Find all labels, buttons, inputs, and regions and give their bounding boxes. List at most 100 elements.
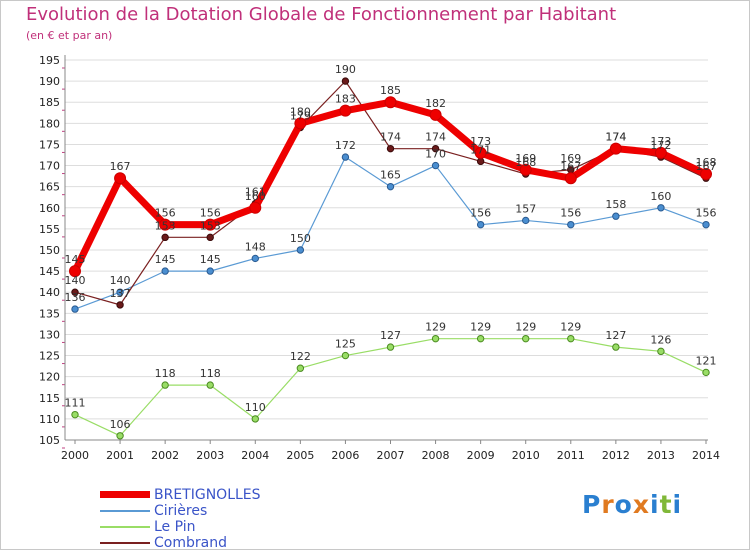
legend-swatch (100, 510, 150, 512)
data-label: 174 (425, 131, 446, 144)
data-point (296, 364, 305, 372)
data-point (161, 267, 169, 275)
y-tick-label: 120 (39, 371, 60, 384)
x-tick-label: 2011 (557, 449, 585, 462)
data-label: 129 (560, 321, 581, 334)
logo-letter: P (582, 490, 602, 519)
y-tick-label: 125 (39, 350, 60, 363)
data-label: 126 (650, 333, 671, 346)
y-tick-label: 130 (39, 328, 60, 341)
data-point (114, 172, 127, 185)
data-label: 179 (290, 110, 311, 123)
data-point (341, 153, 350, 161)
y-tick-label: 150 (39, 244, 60, 257)
x-tick-label: 2012 (602, 449, 630, 462)
legend-label: Combrand (154, 535, 227, 551)
data-label: 110 (245, 401, 266, 414)
data-point (522, 216, 530, 225)
y-tick-label: 180 (39, 117, 60, 130)
data-label: 172 (650, 139, 671, 152)
data-label: 182 (425, 97, 446, 110)
x-tick-label: 2013 (647, 449, 675, 462)
data-point (341, 351, 350, 360)
data-label: 165 (380, 169, 401, 182)
x-tick-label: 2001 (106, 449, 134, 462)
data-label: 168 (515, 156, 536, 169)
data-point (249, 201, 262, 214)
data-point (519, 163, 532, 176)
data-point (654, 146, 667, 159)
data-point (296, 246, 305, 254)
data-label: 153 (155, 219, 176, 232)
data-point (161, 381, 169, 389)
data-label: 140 (65, 274, 86, 287)
data-point (116, 288, 124, 296)
x-tick-label: 2000 (61, 449, 89, 462)
y-tick-label: 175 (39, 138, 60, 151)
data-label: 145 (200, 253, 221, 266)
y-tick-label: 145 (39, 265, 60, 278)
data-label: 137 (110, 287, 131, 300)
data-label: 160 (650, 190, 671, 203)
data-label: 167 (696, 160, 717, 173)
data-point (612, 212, 620, 220)
logo-letter: r (601, 490, 615, 519)
data-point (431, 144, 440, 153)
data-label: 153 (200, 219, 221, 232)
data-label: 118 (155, 367, 176, 380)
data-label: 161 (245, 186, 266, 199)
legend-label: BRETIGNOLLES (154, 487, 261, 503)
legend-swatch (100, 542, 150, 544)
data-label: 160 (245, 190, 266, 203)
data-point (206, 233, 214, 242)
logo-letter: i (650, 490, 660, 519)
data-point (386, 182, 395, 191)
x-tick-label: 2014 (692, 449, 720, 462)
data-point (206, 381, 214, 389)
data-point (612, 343, 620, 351)
y-tick-label: 135 (39, 307, 60, 320)
x-tick-label: 2004 (241, 449, 269, 462)
y-tick-label: 195 (39, 54, 60, 67)
data-point (159, 218, 172, 231)
data-point (657, 347, 665, 356)
data-label: 156 (696, 207, 717, 220)
data-label: 156 (200, 207, 221, 220)
data-point (116, 432, 124, 440)
data-label: 106 (110, 418, 131, 431)
data-point (609, 142, 622, 155)
y-tick-label: 170 (39, 160, 60, 173)
y-tick-label: 105 (39, 434, 60, 447)
data-label: 145 (65, 253, 86, 266)
data-point (206, 267, 214, 275)
data-label: 174 (605, 131, 626, 144)
legend-item-bretignolles: BRETIGNOLLES (100, 487, 400, 503)
data-label: 170 (425, 148, 446, 161)
data-point (161, 233, 169, 242)
logo-letter: i (672, 490, 683, 519)
data-point (204, 218, 217, 231)
y-tick-label: 110 (39, 413, 60, 426)
data-point (476, 334, 485, 343)
legend-label: Le Pin (154, 519, 196, 535)
data-point (474, 146, 487, 159)
data-label: 125 (335, 338, 356, 351)
data-point (429, 108, 442, 121)
data-label: 167 (110, 160, 131, 173)
data-point (702, 368, 710, 377)
data-point (251, 254, 259, 263)
data-label: 174 (605, 131, 626, 144)
data-point (71, 305, 79, 313)
data-label: 150 (290, 232, 311, 245)
legend: BRETIGNOLLES Cirières Le Pin Combrand (100, 487, 400, 551)
data-point (431, 334, 440, 343)
x-tick-label: 2007 (377, 449, 405, 462)
data-point (386, 343, 395, 351)
legend-item-combrand: Combrand (100, 535, 400, 551)
data-point (431, 161, 440, 170)
data-label: 148 (245, 240, 266, 253)
data-label: 168 (696, 156, 717, 169)
data-label: 145 (155, 253, 176, 266)
logo-letter: x (632, 490, 650, 519)
x-tick-label: 2008 (422, 449, 450, 462)
